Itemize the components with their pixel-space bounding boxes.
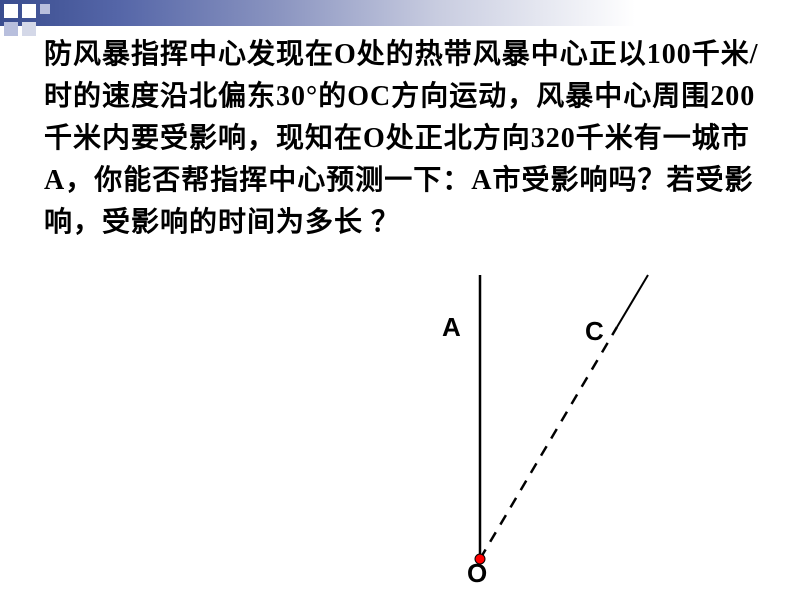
decor-square [40, 4, 50, 14]
label-o: O [467, 558, 487, 589]
geometry-diagram: A C O [400, 270, 750, 580]
problem-text: 防风暴指挥中心发现在O处的热带风暴中心正以100千米/时的速度沿北偏东30°的O… [44, 34, 764, 244]
decor-square [4, 22, 18, 36]
oc-dashed-line [480, 327, 617, 559]
decor-square [22, 4, 36, 18]
decor-square [4, 4, 18, 18]
label-c: C [585, 316, 604, 347]
header-gradient [0, 0, 794, 26]
label-a: A [442, 312, 461, 343]
oc-solid-end [617, 275, 648, 327]
decor-square [22, 22, 36, 36]
